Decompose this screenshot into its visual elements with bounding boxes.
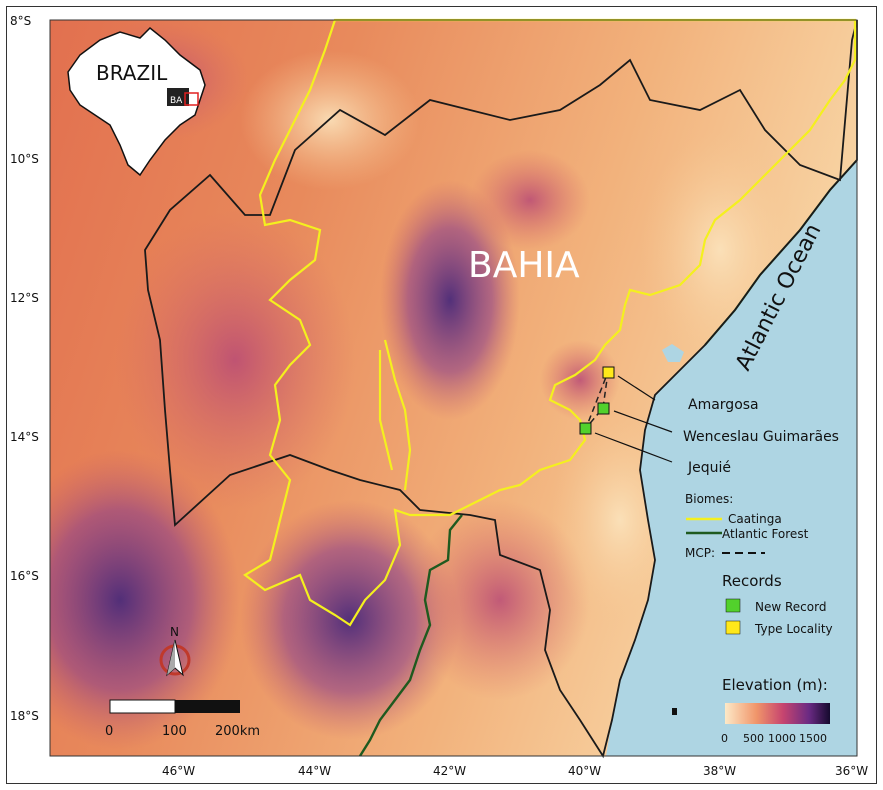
legend-biomes-title: Biomes: <box>685 492 733 506</box>
callout-arrow-wenceslau <box>613 410 673 433</box>
bahia-border <box>144 19 858 759</box>
legend-mcp-label: MCP: <box>685 546 715 560</box>
inset-bahia-highlight <box>167 88 189 106</box>
atlantic-ocean <box>606 160 857 756</box>
locality-label-jequie: Jequié <box>687 460 731 476</box>
locality-marker-jequie[interactable] <box>579 422 592 435</box>
inset-map: BRAZIL BA <box>67 26 206 177</box>
legend-biome-atlantic-forest: Atlantic Forest <box>722 527 809 541</box>
elevation-tick-500: 500 <box>743 732 764 745</box>
elevation-raster <box>50 20 857 756</box>
lon-axis: 46°W 44°W 42°W 40°W 38°W 36°W <box>162 764 868 778</box>
legend-record-type: Type Locality <box>754 622 833 636</box>
scale-bar: 0 100 200km <box>105 699 260 739</box>
lat-tick-16: 16°S <box>10 569 39 583</box>
north-label: N <box>170 625 179 639</box>
callout-arrow-amargosa <box>617 375 656 401</box>
inset-study-area-box <box>184 92 199 106</box>
region-label: BAHIA <box>468 245 580 286</box>
elevation-tick-1000: 1000 <box>768 732 796 745</box>
coastal-lake <box>662 344 684 362</box>
lat-tick-18: 18°S <box>10 709 39 723</box>
lon-tick-36: 36°W <box>835 764 868 778</box>
legend-biome-caatinga: Caatinga <box>728 512 782 526</box>
locality-marker-amargosa[interactable] <box>602 366 615 379</box>
scale-label-200: 200km <box>215 724 260 739</box>
elevation-tick-0: 0 <box>721 732 728 745</box>
map-border <box>49 19 858 757</box>
legend: Biomes: Caatinga Atlantic Forest MCP: Re… <box>685 492 833 745</box>
atlantic-forest-boundary <box>358 514 463 757</box>
lon-tick-38: 38°W <box>703 764 736 778</box>
scale-label-0: 0 <box>105 724 113 739</box>
elevation-colorbar <box>725 703 830 724</box>
legend-elevation-title: Elevation (m): <box>722 676 828 694</box>
lon-tick-44: 44°W <box>298 764 331 778</box>
scale-label-100: 100 <box>162 724 187 739</box>
lat-axis: 8°S 10°S 12°S 14°S 16°S 18°S <box>10 14 39 723</box>
caatinga-boundary <box>243 18 857 627</box>
north-arrow: N <box>159 625 191 677</box>
locality-label-wenceslau: Wenceslau Guimarães <box>683 429 839 445</box>
locality-label-amargosa: Amargosa <box>688 397 759 413</box>
mcp-polygon <box>585 371 609 429</box>
inset-country-label: BRAZIL <box>96 61 168 85</box>
islet <box>672 708 677 715</box>
elevation-tick-1500: 1500 <box>799 732 827 745</box>
legend-records-title: Records <box>722 572 782 590</box>
lat-tick-8: 8°S <box>10 14 31 28</box>
locality-marker-wenceslau[interactable] <box>597 402 610 415</box>
lon-tick-46: 46°W <box>162 764 195 778</box>
lat-tick-10: 10°S <box>10 152 39 166</box>
lat-tick-14: 14°S <box>10 430 39 444</box>
lon-tick-42: 42°W <box>433 764 466 778</box>
legend-record-new: New Record <box>755 600 826 614</box>
lon-tick-40: 40°W <box>568 764 601 778</box>
callout-arrow-jequie <box>594 432 673 463</box>
inset-state-label: BA <box>170 96 183 106</box>
lat-tick-12: 12°S <box>10 291 39 305</box>
